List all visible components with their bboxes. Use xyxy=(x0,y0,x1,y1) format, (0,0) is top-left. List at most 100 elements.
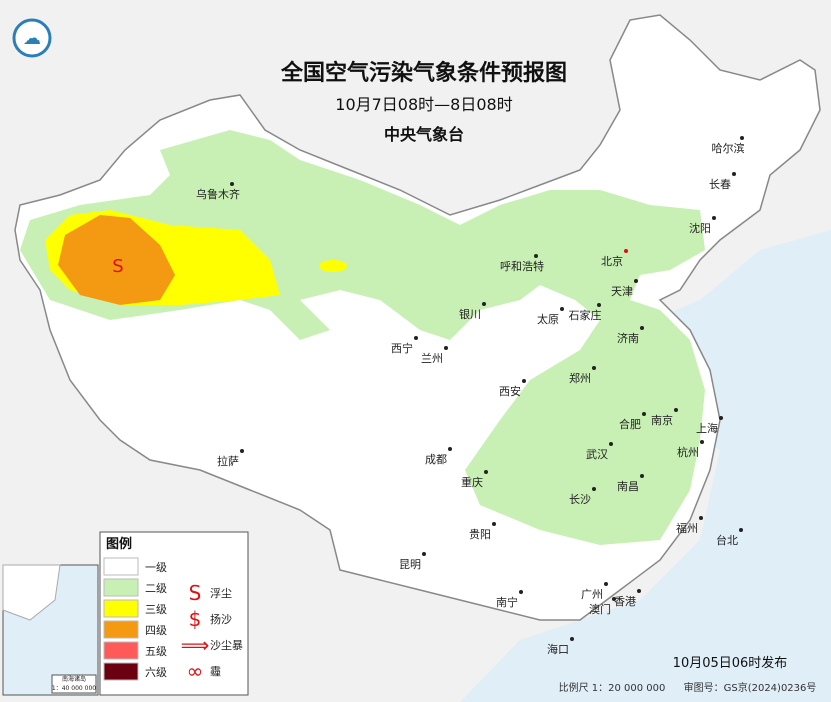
city-label: 济南 xyxy=(617,331,639,345)
legend-level: 四级 xyxy=(145,624,167,637)
legend-swatch xyxy=(103,557,139,576)
city-dot xyxy=(448,447,452,451)
legend-title: 图例 xyxy=(106,536,132,552)
city-label: 贵阳 xyxy=(469,528,491,541)
map-scale: 比例尺 1：20 000 000 xyxy=(559,681,666,694)
legend-phenomenon: 扬沙 xyxy=(210,612,232,626)
city-label: 台北 xyxy=(716,533,738,547)
dust-symbol: S xyxy=(112,256,123,277)
city-label: 长春 xyxy=(709,178,731,191)
legend-level: 六级 xyxy=(145,666,167,679)
city-dot xyxy=(719,416,723,420)
city-label: 呼和浩特 xyxy=(500,259,544,273)
city-label: 合肥 xyxy=(619,417,641,431)
legend-symbol: $ xyxy=(189,607,202,631)
city-dot xyxy=(570,637,574,641)
city-dot xyxy=(522,379,526,383)
city-dot xyxy=(492,522,496,526)
city-label: 哈尔滨 xyxy=(712,141,745,155)
city-dot xyxy=(597,303,601,307)
city-label: 太原 xyxy=(537,313,559,326)
review-number: 审图号：GS京(2024)0236号 xyxy=(684,681,817,694)
city-label: 沈阳 xyxy=(689,221,711,235)
legend-swatch xyxy=(103,641,139,660)
city-label: 南昌 xyxy=(617,480,639,493)
city-dot xyxy=(484,470,488,474)
city-dot xyxy=(519,590,523,594)
legend-swatch xyxy=(103,620,139,639)
city-label: 西宁 xyxy=(391,341,413,355)
city-label: 银川 xyxy=(459,307,481,321)
city-dot xyxy=(422,552,426,556)
legend-phenomenon: 浮尘 xyxy=(210,587,232,600)
legend-level: 三级 xyxy=(145,603,167,616)
city-label: 昆明 xyxy=(399,558,421,571)
issued-time: 10月05日06时发布 xyxy=(673,655,788,671)
legend-symbol: S xyxy=(189,581,202,605)
inset-label-box xyxy=(51,674,97,694)
city-label: 兰州 xyxy=(421,352,443,365)
city-label: 北京 xyxy=(601,254,623,268)
city-dot xyxy=(604,582,608,586)
city-label: 广州 xyxy=(581,588,603,601)
city-dot xyxy=(634,279,638,283)
legend-swatch xyxy=(103,578,139,597)
legend-swatch xyxy=(103,662,139,681)
city-dot xyxy=(560,307,564,311)
city-dot xyxy=(534,254,538,258)
city-label: 西安 xyxy=(499,384,521,398)
legend-symbol: ∞ xyxy=(187,659,204,683)
city-dot xyxy=(642,412,646,416)
city-label: 乌鲁木齐 xyxy=(196,187,240,201)
inset-land xyxy=(2,564,61,621)
city-label: 石家庄 xyxy=(569,308,602,322)
city-label: 海口 xyxy=(547,642,569,656)
title: 全国空气污染气象条件预报图 xyxy=(280,60,567,86)
legend-level: 二级 xyxy=(145,582,167,595)
city-dot xyxy=(609,442,613,446)
city-dot xyxy=(739,528,743,532)
city-dot xyxy=(712,216,716,220)
city-dot xyxy=(732,172,736,176)
city-dot xyxy=(740,136,744,140)
subtitle: 10月7日08时—8日08时 xyxy=(335,95,512,114)
city-label: 郑州 xyxy=(569,371,591,385)
city-label: 长沙 xyxy=(569,493,591,506)
level-3-area xyxy=(319,260,347,272)
city-label: 澳门 xyxy=(589,602,611,616)
legend-level: 一级 xyxy=(145,561,167,574)
city-label: 上海 xyxy=(696,421,718,435)
legend-level: 五级 xyxy=(145,645,167,658)
city-label: 重庆 xyxy=(461,475,483,489)
city-label: 武汉 xyxy=(586,448,608,461)
city-dot xyxy=(592,487,596,491)
legend-symbol: ⟹ xyxy=(181,633,210,657)
logo-mark: ☁ xyxy=(23,28,41,49)
city-label: 天津 xyxy=(611,285,633,298)
city-label: 成都 xyxy=(425,453,447,466)
city-dot xyxy=(612,597,616,601)
city-label: 福州 xyxy=(676,521,698,535)
city-dot xyxy=(699,516,703,520)
city-label: 南京 xyxy=(651,413,673,427)
city-dot xyxy=(674,408,678,412)
city-label: 杭州 xyxy=(677,445,699,459)
city-dot xyxy=(414,336,418,340)
city-label: 香港 xyxy=(614,595,636,608)
city-dot xyxy=(482,302,486,306)
city-dot xyxy=(592,366,596,370)
legend-phenomenon: 霾 xyxy=(210,665,221,678)
city-dot xyxy=(640,474,644,478)
city-dot xyxy=(444,346,448,350)
city-dot xyxy=(624,249,628,253)
sea xyxy=(460,230,831,702)
legend-swatch xyxy=(103,599,139,618)
inset-label: 南海诸岛 xyxy=(62,675,86,683)
city-dot xyxy=(700,440,704,444)
inset-scale: 1：40 000 000 xyxy=(52,685,96,692)
city-dot xyxy=(640,326,644,330)
level-4-area xyxy=(58,215,175,305)
